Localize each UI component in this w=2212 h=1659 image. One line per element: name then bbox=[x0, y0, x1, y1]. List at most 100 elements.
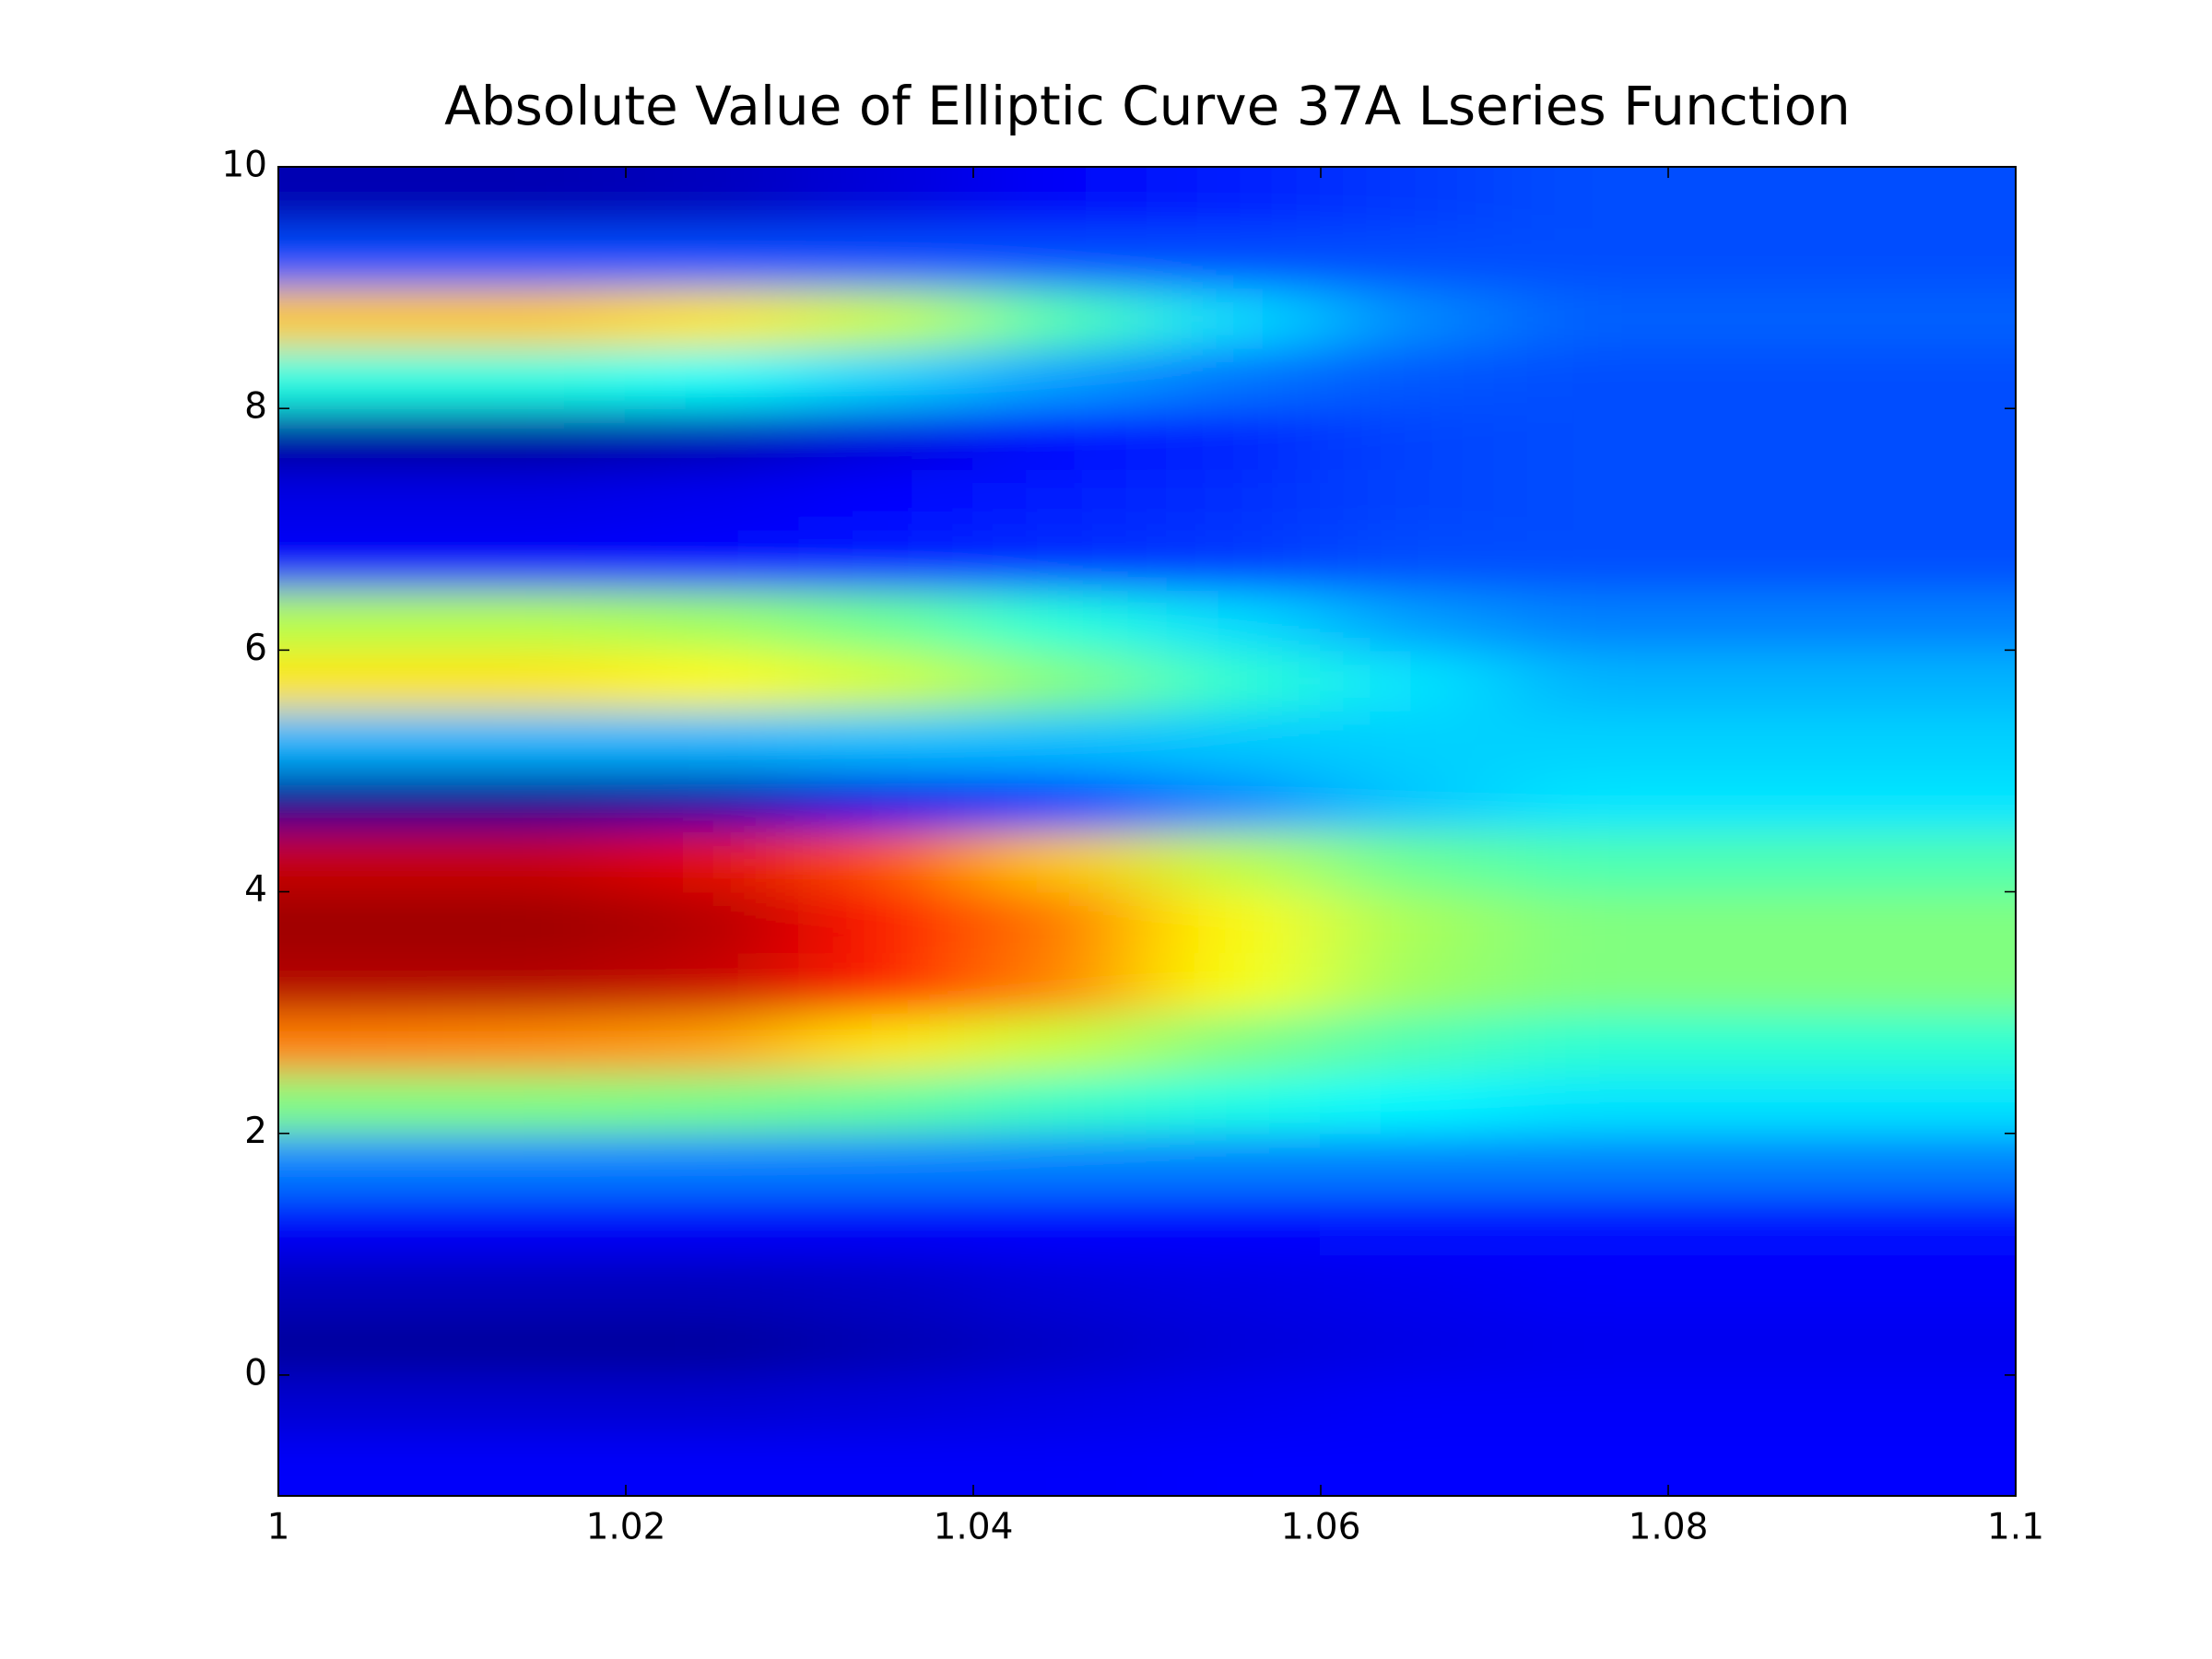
heatmap-cell bbox=[1493, 347, 1669, 410]
heatmap-cell bbox=[278, 1193, 453, 1255]
heatmap-cell bbox=[625, 1434, 801, 1496]
heatmap-cell bbox=[1320, 347, 1496, 410]
heatmap-cell bbox=[1667, 407, 1843, 470]
heatmap-cell bbox=[1493, 407, 1669, 470]
heatmap-cell bbox=[451, 709, 627, 772]
heatmap-cell bbox=[972, 1373, 1148, 1437]
heatmap-cell bbox=[798, 709, 974, 772]
heatmap-cell bbox=[1493, 167, 1669, 229]
heatmap-cell bbox=[972, 1132, 1148, 1195]
heatmap-cell bbox=[1320, 1011, 1496, 1075]
heatmap-cell bbox=[798, 528, 974, 591]
heatmap-cell bbox=[1493, 1313, 1669, 1376]
heatmap-cell bbox=[278, 649, 453, 712]
heatmap-cell bbox=[1667, 167, 1843, 229]
y-tick-label: 8 bbox=[244, 386, 267, 428]
heatmap-cell bbox=[278, 167, 453, 229]
heatmap-cell bbox=[1841, 287, 2016, 349]
heatmap-cell bbox=[1146, 649, 1322, 712]
heatmap-cell bbox=[1841, 1011, 2016, 1075]
heatmap-cell bbox=[1667, 830, 1843, 893]
heatmap-cell bbox=[1841, 1434, 2016, 1496]
heatmap-cell bbox=[1320, 287, 1496, 349]
heatmap-cell bbox=[1320, 1253, 1496, 1316]
heatmap-cell bbox=[1493, 1193, 1669, 1255]
heatmap-cell bbox=[1841, 226, 2016, 289]
heatmap-cell bbox=[278, 1072, 453, 1135]
heatmap-cell bbox=[1493, 1132, 1669, 1195]
heatmap-cell bbox=[1320, 709, 1496, 772]
heatmap-cell bbox=[972, 167, 1148, 229]
heatmap-cell bbox=[1146, 709, 1322, 772]
heatmap-cell bbox=[1841, 588, 2016, 652]
heatmap-cell bbox=[972, 226, 1148, 289]
heatmap-cell bbox=[1146, 1072, 1322, 1135]
heatmap-cell bbox=[451, 1253, 627, 1316]
heatmap-cell bbox=[625, 1132, 801, 1195]
heatmap-cell bbox=[798, 407, 974, 470]
heatmap-cell bbox=[1841, 1313, 2016, 1376]
heatmap-cell bbox=[451, 1132, 627, 1195]
heatmap-cell bbox=[1146, 467, 1322, 531]
y-tick-label: 0 bbox=[244, 1352, 267, 1394]
heatmap-cell bbox=[1841, 1132, 2016, 1195]
heatmap-cell bbox=[1841, 528, 2016, 591]
heatmap-cell bbox=[798, 1132, 974, 1195]
heatmap-cell bbox=[278, 528, 453, 591]
heatmap-cell bbox=[625, 951, 801, 1014]
heatmap-cell bbox=[278, 830, 453, 893]
heatmap-cell bbox=[798, 226, 974, 289]
heatmap-cell bbox=[972, 951, 1148, 1014]
x-tick-label: 1.08 bbox=[1629, 1507, 1709, 1548]
heatmap-cell bbox=[1320, 649, 1496, 712]
heatmap-cell bbox=[1493, 1373, 1669, 1437]
heatmap-cell bbox=[1667, 709, 1843, 772]
heatmap-cell bbox=[278, 1132, 453, 1195]
heatmap-cell bbox=[278, 1373, 453, 1437]
heatmap-cell bbox=[625, 770, 801, 832]
heatmap-cell bbox=[972, 1072, 1148, 1135]
heatmap-cell bbox=[625, 1313, 801, 1376]
heatmap-cell bbox=[1146, 588, 1322, 652]
heatmap-cell bbox=[798, 167, 974, 229]
heatmap-cell bbox=[451, 830, 627, 893]
heatmap-cell bbox=[1146, 1253, 1322, 1316]
heatmap-cell bbox=[451, 226, 627, 289]
heatmap-cell bbox=[1493, 890, 1669, 954]
heatmap-cell bbox=[972, 830, 1148, 893]
heatmap-cell bbox=[451, 528, 627, 591]
y-tick-label: 2 bbox=[244, 1111, 267, 1152]
heatmap-cell bbox=[1320, 528, 1496, 591]
heatmap-cell bbox=[1667, 1253, 1843, 1316]
heatmap-cell bbox=[278, 1253, 453, 1316]
heatmap-cell bbox=[1667, 1193, 1843, 1255]
heatmap-cell bbox=[278, 407, 453, 470]
heatmap-cell bbox=[798, 347, 974, 410]
heatmap-cell bbox=[1146, 226, 1322, 289]
heatmap-cell bbox=[451, 1193, 627, 1255]
heatmap-cell bbox=[1841, 347, 2016, 410]
heatmap-cell bbox=[1146, 287, 1322, 349]
heatmap-cell bbox=[278, 1313, 453, 1376]
heatmap-cell bbox=[1841, 1193, 2016, 1255]
heatmap-cell bbox=[1841, 1072, 2016, 1135]
heatmap-cell bbox=[1493, 528, 1669, 591]
heatmap-cell bbox=[451, 1072, 627, 1135]
heatmap-cell bbox=[278, 347, 453, 410]
heatmap-cell bbox=[625, 588, 801, 652]
heatmap-cell bbox=[972, 1434, 1148, 1496]
x-tick-label: 1.04 bbox=[934, 1507, 1014, 1548]
heatmap-cell bbox=[972, 588, 1148, 652]
x-tick-label: 1.1 bbox=[1987, 1507, 2044, 1548]
heatmap-cell bbox=[451, 1434, 627, 1496]
heatmap-cell bbox=[972, 1193, 1148, 1255]
heatmap-cell bbox=[1841, 1373, 2016, 1437]
heatmap-cell bbox=[625, 1072, 801, 1135]
heatmap-cell bbox=[1493, 951, 1669, 1014]
heatmap-cell bbox=[1667, 1434, 1843, 1496]
heatmap-cell bbox=[1146, 1193, 1322, 1255]
heatmap-cell bbox=[278, 287, 453, 349]
heatmap-cell bbox=[798, 1313, 974, 1376]
heatmap-cell bbox=[1320, 1072, 1496, 1135]
